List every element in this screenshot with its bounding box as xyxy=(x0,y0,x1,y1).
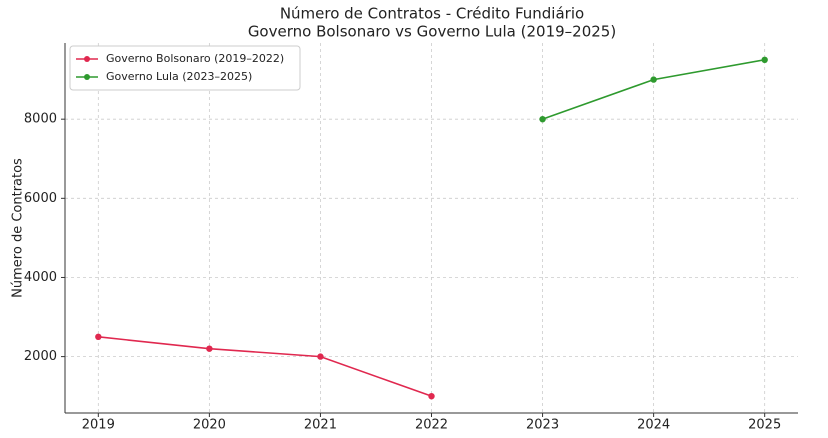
point xyxy=(761,56,768,64)
y-tick-label: 6000 xyxy=(24,191,57,206)
x-tick-label: 2019 xyxy=(82,418,115,433)
x-tick-label: 2022 xyxy=(415,418,448,433)
legend-marker xyxy=(84,74,90,80)
legend-label: Governo Lula (2023–2025) xyxy=(106,70,252,83)
y-tick-label: 2000 xyxy=(24,349,57,364)
point xyxy=(95,333,102,341)
point xyxy=(317,353,324,360)
x-tick-label: 2020 xyxy=(193,418,226,433)
legend-label: Governo Bolsonaro (2019–2022) xyxy=(106,52,284,65)
legend-marker xyxy=(84,56,90,62)
x-tick-label: 2025 xyxy=(748,418,781,433)
point xyxy=(206,345,213,352)
chart-subtitle: Governo Bolsonaro vs Governo Lula (2019–… xyxy=(248,23,616,41)
x-tick-label: 2021 xyxy=(304,418,337,433)
y-tick-label: 4000 xyxy=(24,270,57,285)
legend-box xyxy=(69,45,301,91)
y-axis-label: Número de Contratos xyxy=(11,158,26,298)
x-tick-label: 2024 xyxy=(637,418,670,433)
point xyxy=(650,76,657,83)
x-tick-label: 2023 xyxy=(526,418,559,433)
chart-title: Número de Contratos - Crédito Fundiário xyxy=(280,5,584,23)
point xyxy=(539,115,546,123)
series-line xyxy=(98,336,432,397)
point xyxy=(428,392,435,400)
y-tick-label: 8000 xyxy=(24,112,57,127)
